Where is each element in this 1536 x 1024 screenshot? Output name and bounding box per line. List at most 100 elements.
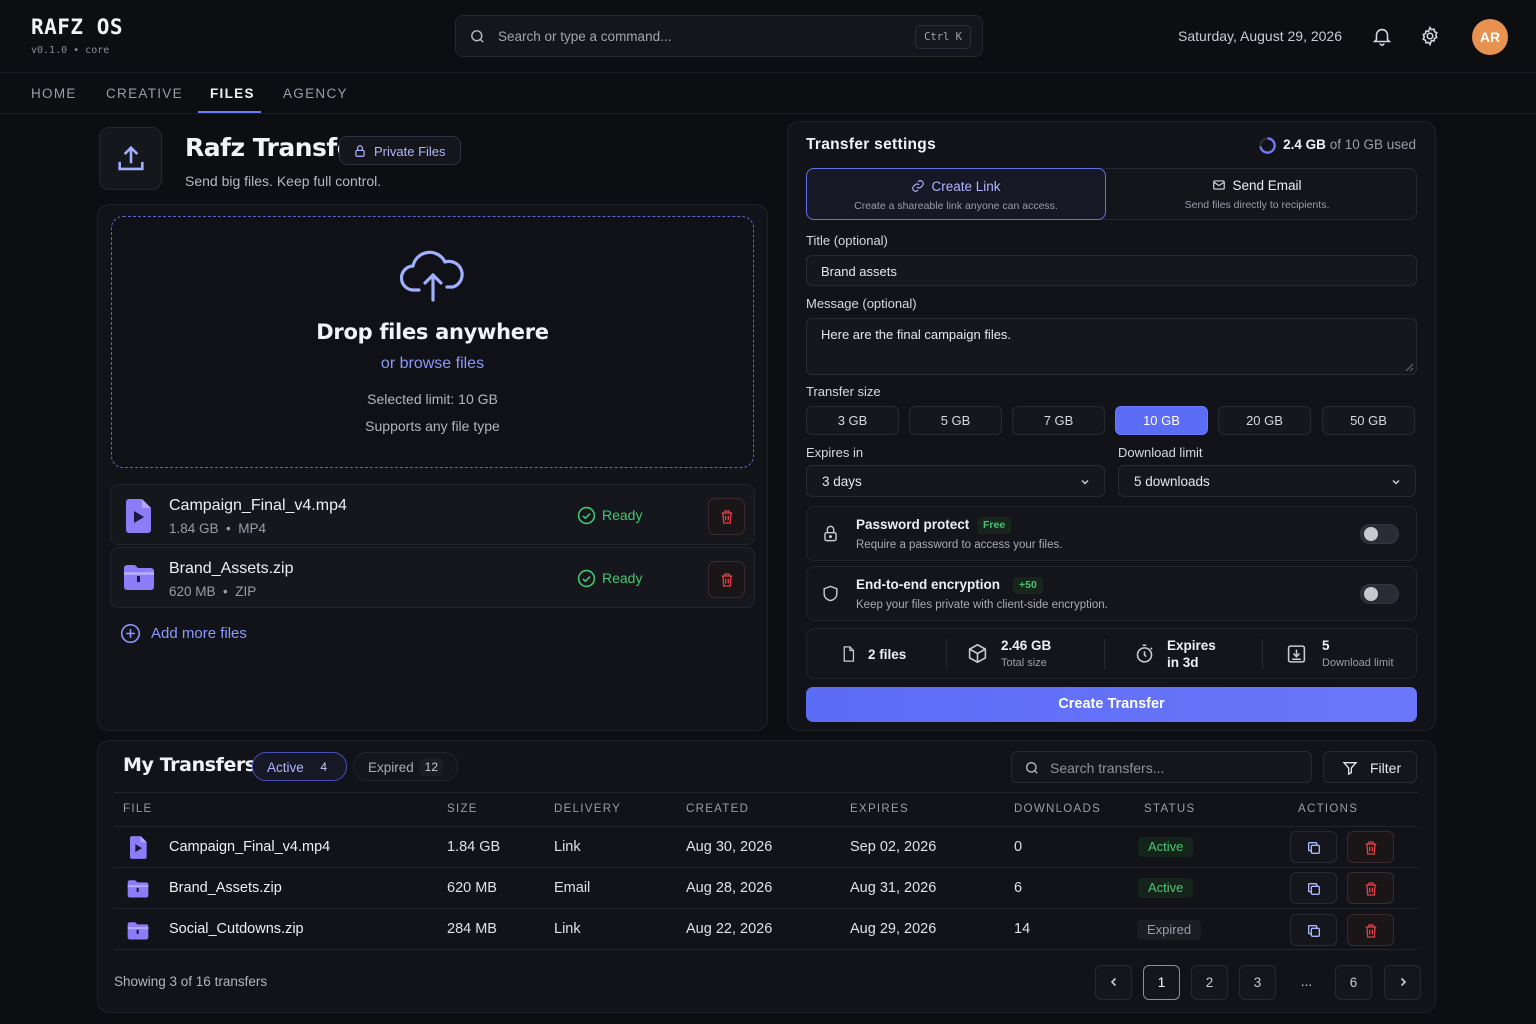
download-limit-label: Download limit bbox=[1118, 445, 1203, 460]
folder-icon bbox=[123, 562, 155, 592]
add-more-files-button[interactable]: Add more files bbox=[151, 625, 247, 642]
delivery-mode-selector: Create Link Create a shareable link anyo… bbox=[806, 168, 1417, 220]
trash-icon bbox=[1365, 924, 1377, 938]
transfer-created: Aug 28, 2026 bbox=[686, 880, 773, 896]
page-2-button[interactable]: 2 bbox=[1191, 965, 1228, 1000]
remove-file-button[interactable] bbox=[708, 498, 745, 535]
gear-icon[interactable] bbox=[1419, 25, 1441, 47]
transfer-created: Aug 30, 2026 bbox=[686, 839, 773, 855]
check-circle-icon bbox=[577, 506, 596, 525]
transfer-expires: Sep 02, 2026 bbox=[850, 839, 937, 855]
copy-link-button[interactable] bbox=[1290, 914, 1337, 946]
transfers-search-input[interactable]: Search transfers... bbox=[1011, 751, 1312, 783]
page-3-button[interactable]: 3 bbox=[1239, 965, 1276, 1000]
size-option-5gb[interactable]: 5 GB bbox=[909, 406, 1002, 435]
file-meta: 1.84 GB • MP4 bbox=[169, 521, 267, 536]
transfer-delivery: Link bbox=[554, 921, 581, 937]
page-ellipsis: ... bbox=[1300, 974, 1313, 989]
app-title: RAFZ OS bbox=[31, 15, 124, 39]
password-protect-toggle[interactable] bbox=[1360, 524, 1399, 544]
shortcut-hint: Ctrl K bbox=[915, 25, 971, 49]
chevron-down-icon bbox=[1081, 479, 1089, 485]
delete-transfer-button[interactable] bbox=[1347, 831, 1394, 863]
main-nav: HOME CREATIVE FILES AGENCY bbox=[0, 73, 1536, 114]
create-link-desc: Create a shareable link anyone can acces… bbox=[854, 200, 1058, 212]
column-created[interactable]: CREATED bbox=[686, 803, 750, 815]
tab-creative[interactable]: CREATIVE bbox=[106, 86, 183, 101]
size-option-10gb[interactable]: 10 GB bbox=[1115, 406, 1208, 435]
tab-expired-transfers[interactable]: Expired 12 bbox=[353, 752, 458, 781]
password-protect-title: Password protect bbox=[856, 517, 970, 532]
tab-home[interactable]: HOME bbox=[31, 86, 77, 101]
column-downloads[interactable]: DOWNLOADS bbox=[1014, 803, 1102, 815]
create-link-option[interactable]: Create Link Create a shareable link anyo… bbox=[806, 168, 1106, 220]
table-row[interactable] bbox=[114, 827, 1419, 868]
tab-active-transfers[interactable]: Active 4 bbox=[252, 752, 347, 781]
storage-ring-icon bbox=[1258, 136, 1277, 155]
create-transfer-button[interactable]: Create Transfer bbox=[806, 687, 1417, 722]
column-file[interactable]: FILE bbox=[123, 803, 153, 815]
settings-title: Transfer settings bbox=[806, 136, 937, 153]
title-input[interactable]: Brand assets bbox=[806, 255, 1417, 286]
page-6-button[interactable]: 6 bbox=[1335, 965, 1372, 1000]
copy-link-button[interactable] bbox=[1290, 831, 1337, 863]
trash-icon bbox=[1365, 882, 1377, 896]
transfer-file-name[interactable]: Social_Cutdowns.zip bbox=[169, 921, 304, 937]
copy-icon bbox=[1308, 842, 1320, 854]
command-search[interactable]: Search or type a command... Ctrl K bbox=[455, 15, 983, 57]
active-count: 4 bbox=[320, 760, 327, 774]
transfer-delivery: Email bbox=[554, 880, 591, 896]
transfer-file-name[interactable]: Campaign_Final_v4.mp4 bbox=[169, 839, 331, 855]
chevron-right-icon bbox=[1400, 977, 1406, 987]
file-status: Ready bbox=[602, 570, 643, 586]
delete-transfer-button[interactable] bbox=[1347, 872, 1394, 904]
dropzone-types: Supports any file type bbox=[365, 418, 500, 434]
encryption-cost-badge: +50 bbox=[1013, 577, 1043, 594]
column-actions: ACTIONS bbox=[1298, 803, 1359, 815]
next-page-button[interactable] bbox=[1384, 965, 1421, 1000]
column-status[interactable]: STATUS bbox=[1144, 803, 1196, 815]
file-name: Campaign_Final_v4.mp4 bbox=[169, 497, 347, 514]
expired-count: 12 bbox=[419, 758, 443, 776]
dropzone[interactable] bbox=[111, 216, 754, 468]
trash-icon bbox=[1365, 841, 1377, 855]
size-option-20gb[interactable]: 20 GB bbox=[1218, 406, 1311, 435]
expires-select[interactable]: 3 days bbox=[806, 465, 1105, 497]
tab-files[interactable]: FILES bbox=[210, 86, 255, 101]
table-row[interactable] bbox=[114, 868, 1419, 909]
page-1-button[interactable]: 1 bbox=[1143, 965, 1180, 1000]
copy-icon bbox=[1308, 883, 1320, 895]
plus-circle-icon[interactable] bbox=[120, 623, 141, 644]
copy-link-button[interactable] bbox=[1290, 872, 1337, 904]
summary-expires-b: in 3d bbox=[1167, 655, 1199, 670]
delete-transfer-button[interactable] bbox=[1347, 914, 1394, 946]
dropzone-limit: Selected limit: 10 GB bbox=[367, 391, 498, 407]
browse-files-link[interactable]: or browse files bbox=[380, 355, 485, 372]
column-size[interactable]: SIZE bbox=[447, 803, 478, 815]
size-option-50gb[interactable]: 50 GB bbox=[1322, 406, 1415, 435]
send-email-option[interactable]: Send Email Send files directly to recipi… bbox=[1107, 168, 1407, 220]
password-protect-card: Password protect Free Require a password… bbox=[806, 506, 1417, 561]
transfer-created: Aug 22, 2026 bbox=[686, 921, 773, 937]
column-delivery[interactable]: DELIVERY bbox=[554, 803, 622, 815]
free-badge: Free bbox=[977, 517, 1012, 534]
transfer-size-label: Transfer size bbox=[806, 384, 881, 399]
remove-file-button[interactable] bbox=[708, 561, 745, 598]
download-limit-select[interactable]: 5 downloads bbox=[1118, 465, 1416, 497]
bell-icon[interactable] bbox=[1371, 25, 1393, 47]
size-option-7gb[interactable]: 7 GB bbox=[1012, 406, 1105, 435]
filter-button[interactable]: Filter bbox=[1323, 751, 1417, 783]
tab-agency[interactable]: AGENCY bbox=[283, 86, 348, 101]
prev-page-button[interactable] bbox=[1095, 965, 1132, 1000]
message-textarea[interactable]: Here are the final campaign files. bbox=[806, 318, 1417, 375]
encryption-toggle[interactable] bbox=[1360, 584, 1399, 604]
avatar[interactable]: AR bbox=[1472, 19, 1508, 55]
file-icon bbox=[840, 644, 857, 664]
file-name: Brand_Assets.zip bbox=[169, 560, 294, 577]
column-expires[interactable]: EXPIRES bbox=[850, 803, 909, 815]
size-option-3gb[interactable]: 3 GB bbox=[806, 406, 899, 435]
transfer-file-name[interactable]: Brand_Assets.zip bbox=[169, 880, 282, 896]
transfer-size: 620 MB bbox=[447, 880, 497, 896]
timer-icon bbox=[1134, 643, 1155, 665]
table-row[interactable] bbox=[114, 909, 1419, 950]
